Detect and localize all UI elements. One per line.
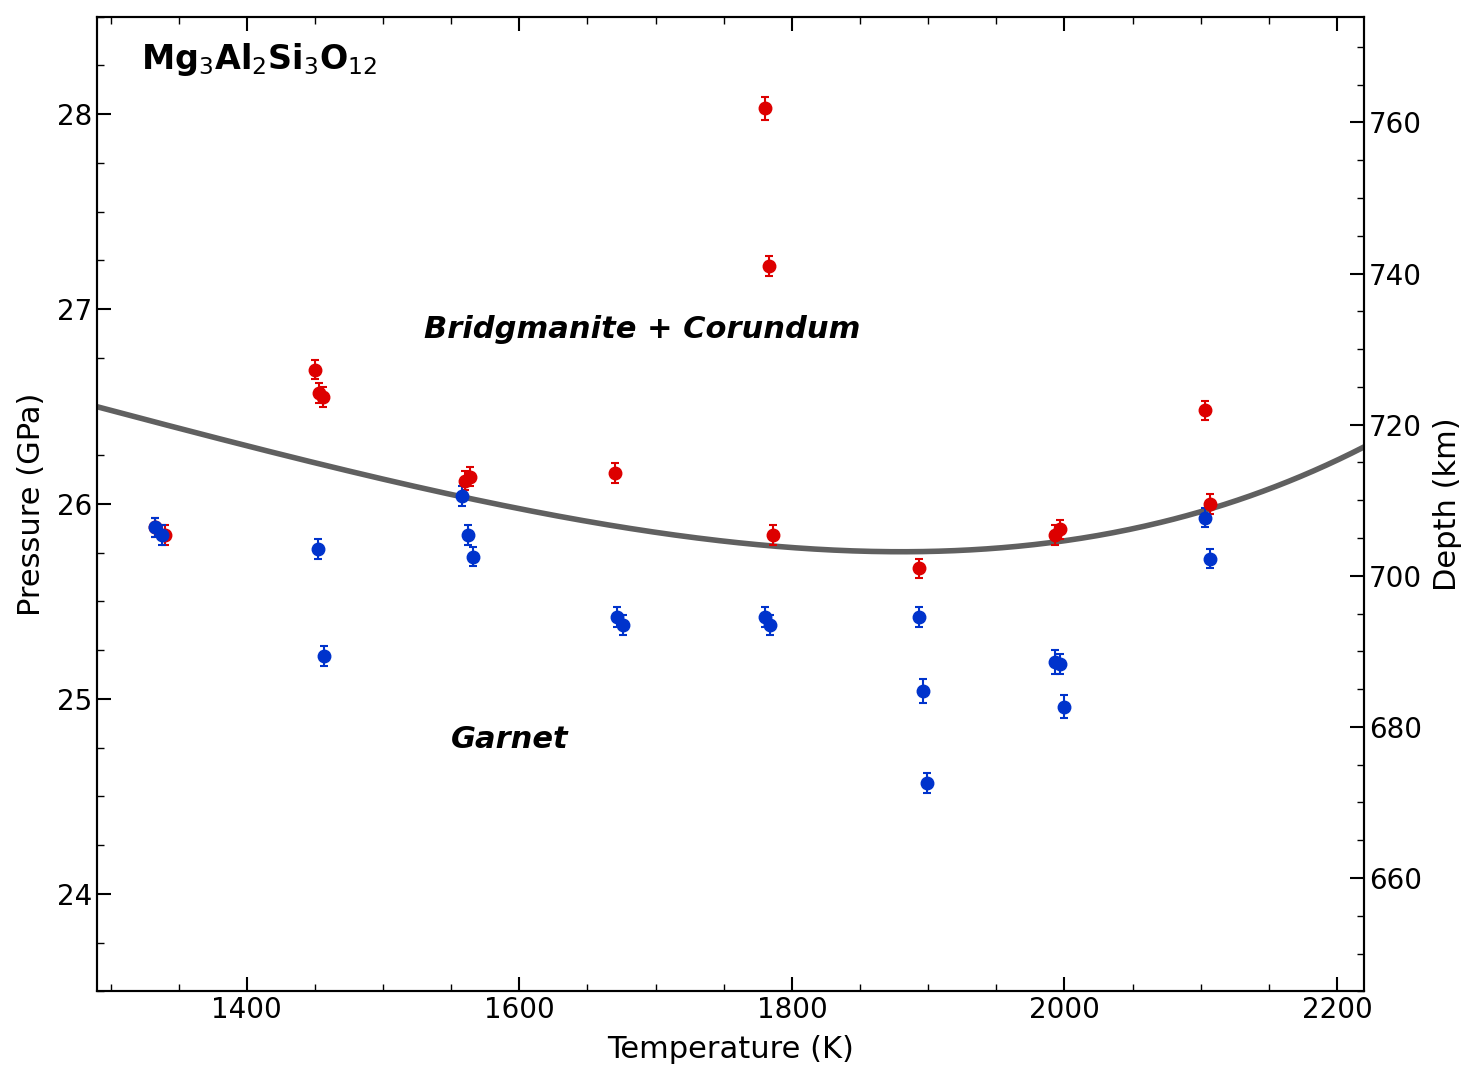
Y-axis label: Depth (km): Depth (km) bbox=[1433, 417, 1463, 591]
X-axis label: Temperature (K): Temperature (K) bbox=[606, 1036, 853, 1065]
Text: Mg$_3$Al$_2$Si$_3$O$_{12}$: Mg$_3$Al$_2$Si$_3$O$_{12}$ bbox=[142, 41, 377, 78]
Y-axis label: Pressure (GPa): Pressure (GPa) bbox=[16, 392, 46, 616]
Text: Bridgmanite + Corundum: Bridgmanite + Corundum bbox=[424, 316, 861, 345]
Text: Garnet: Garnet bbox=[451, 724, 569, 753]
